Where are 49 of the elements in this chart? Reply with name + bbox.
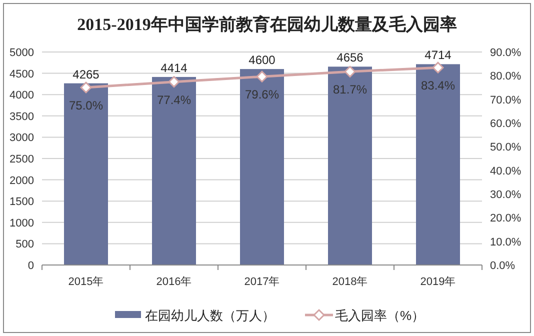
point [432,62,444,74]
x-tick-label: 2016年 [156,276,192,288]
y-tick-label: 0 [28,260,34,272]
y-tick-label: 5000 [10,47,34,59]
y-tick-label: 4500 [10,68,34,80]
y2-tick-label: 80.0% [490,70,522,83]
bar [416,64,460,265]
y2-tick-label: 30.0% [490,189,522,201]
y2-tick-label: 20.0% [490,212,522,225]
y-tick-label: 500 [16,238,34,251]
y-tick-label: 4000 [10,90,34,102]
x-tick-label: 2017年 [244,276,280,288]
legend-label: 毛入园率（%） [335,308,425,323]
y2-tick-label: 60.0% [490,118,522,130]
bar [152,76,196,265]
x-tick-label: 2019年 [420,276,456,288]
data-label: 75.0% [68,98,104,112]
y2-tick-label: 70.0% [490,94,522,106]
y-tick-label: 1500 [10,196,34,208]
data-label: 4414 [160,60,188,75]
y2-tick-label: 40.0% [490,165,522,178]
y-tick-label: 3000 [10,132,34,144]
y2-tick-label: 50.0% [490,142,522,154]
y-tick-label: 3500 [10,110,34,123]
data-label: 4600 [248,53,276,68]
data-label: 83.4% [420,78,456,93]
point [168,76,180,88]
data-label: 81.7% [332,82,368,97]
data-label: 79.6% [244,88,280,102]
data-label: 4714 [424,48,452,62]
chart-title: 2015-2019年中国学前教育在园幼儿数量及毛入园率 [77,14,457,34]
y2-tick-label: 90.0% [490,47,522,59]
bar [64,83,108,265]
legend-label: 在园幼儿人数（万人） [145,308,275,323]
y2-tick-label: 0.0% [490,260,516,272]
point [344,66,356,78]
y-tick-label: 2000 [10,174,34,187]
y-tick-label: 2500 [10,154,34,166]
y2-tick-label: 10.0% [490,236,522,248]
x-tick-label: 2015年 [68,276,104,288]
data-label: 77.4% [156,92,192,107]
bar [328,66,372,265]
bar [240,69,284,265]
point [80,82,92,94]
point [256,70,268,82]
data-label: 4656 [336,50,364,65]
y-tick-label: 1000 [10,217,34,230]
x-tick-label: 2018年 [332,276,368,288]
data-label: 4265 [72,67,100,82]
